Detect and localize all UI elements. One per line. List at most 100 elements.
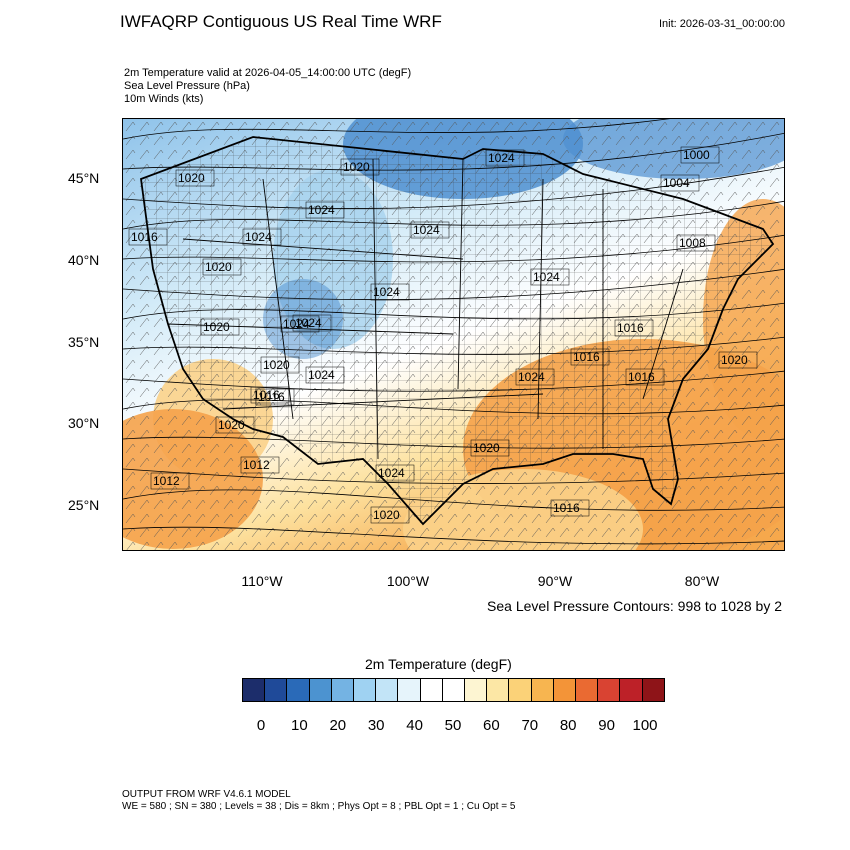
colorbar-swatch [376, 679, 399, 701]
isobar-label-text: 1016 [573, 350, 600, 364]
isobar-label: 1004 [660, 174, 700, 192]
colorbar-swatch [442, 679, 466, 701]
field-label-pressure: Sea Level Pressure (hPa) [124, 80, 250, 92]
isobar-label-text: 1024 [488, 151, 515, 165]
colorbar-swatch [576, 679, 599, 701]
isobar-label-text: 1020 [263, 358, 290, 372]
isobar-label-text: 1012 [153, 474, 180, 488]
isobar-lines [123, 119, 784, 545]
latitude-label: 30°N [68, 415, 100, 431]
isobar-label: 1020 [370, 506, 410, 524]
colorbar-title: 2m Temperature (degF) [365, 656, 512, 672]
colorbar-label: 50 [444, 717, 462, 734]
isobar-label-text: 1000 [683, 148, 710, 162]
colorbar-swatch [509, 679, 532, 701]
colorbar-label: 30 [367, 717, 385, 734]
colorbar-label: 0 [256, 717, 266, 734]
isobar-label: 1020 [215, 416, 255, 434]
colorbar-label: 20 [329, 717, 347, 734]
isobar-label: 1024 [305, 366, 345, 384]
isobar-label: 1016 [255, 388, 295, 406]
colorbar-swatch [642, 679, 664, 701]
contour-note: Sea Level Pressure Contours: 998 to 1028… [487, 598, 782, 614]
colorbar-swatch [531, 679, 554, 701]
colorbar-label: 40 [406, 717, 423, 734]
isobar-label: 1016 [250, 386, 290, 404]
colorbar-label: 80 [559, 717, 577, 734]
isobar-line [123, 302, 784, 320]
state-borders [167, 158, 684, 460]
isobar-label: 1020 [470, 439, 510, 457]
isobar-label-text: 1020 [205, 260, 232, 274]
isobar-label-text: 1024 [308, 368, 335, 382]
isobar-label-text: 1024 [295, 316, 322, 330]
latitude-label: 45°N [68, 170, 100, 186]
isobar-label-text: 1020 [343, 160, 370, 174]
isobar-label-text: 1020 [178, 171, 205, 185]
colorbar-swatch [465, 679, 488, 701]
isobar-label-text: 1016 [617, 321, 644, 335]
isobar-label: 1020 [340, 158, 380, 176]
isobar-label-text: 1024 [533, 270, 560, 284]
isobar-label-text: 1016 [553, 501, 580, 515]
longitude-label: 80°W [684, 573, 720, 589]
colorbar-swatch [620, 679, 643, 701]
isobar-label: 1016 [570, 348, 610, 366]
isobar-label-text: 1012 [243, 458, 270, 472]
isobar-label-text: 1016 [628, 370, 655, 384]
isobar-label: 1016 [625, 368, 665, 386]
isobar-line [123, 436, 784, 449]
isobar-label-text: 1024 [245, 230, 272, 244]
field-label-temperature: 2m Temperature valid at 2026-04-05_14:00… [124, 67, 412, 79]
latitude-label: 25°N [68, 497, 100, 513]
isobar-line [123, 132, 784, 171]
isobar-label-text: 1024 [283, 317, 310, 331]
isobar-line [123, 234, 784, 263]
footer-config: WE = 580 ; SN = 380 ; Levels = 38 ; Dis … [122, 801, 516, 812]
isobar-line [123, 399, 784, 415]
isobar-label: 1024 [485, 149, 525, 167]
isobar-label: 1020 [175, 169, 215, 187]
isobar-label: 1024 [242, 228, 282, 246]
isobar-label: 1024 [375, 464, 415, 482]
isobar-line [123, 268, 784, 301]
colorbar-label: 10 [291, 717, 308, 734]
isobar-label: 1024 [292, 314, 332, 332]
isobar-label-text: 1016 [258, 390, 285, 404]
isobar-line [123, 468, 784, 484]
colorbar-label: 60 [483, 717, 500, 734]
colorbar-swatch [287, 679, 310, 701]
isobar-label-text: 1020 [203, 320, 230, 334]
isobar-label: 1024 [280, 315, 320, 333]
isobar-line [123, 370, 784, 392]
isobar-label-text: 1024 [308, 203, 335, 217]
isobar-label-text: 1020 [721, 353, 748, 367]
isobar-label-text: 1024 [413, 223, 440, 237]
isobar-label-text: 1024 [518, 370, 545, 384]
isobar-label-text: 1008 [679, 236, 706, 250]
colorbar-label: 100 [632, 717, 658, 734]
isobar-label: 1008 [676, 234, 716, 252]
isobar-line [123, 119, 670, 140]
isobar-line [123, 336, 784, 355]
weather-map: 1020 1020 1024 1024 1000 1004 1008 1016 1024 1024… [122, 118, 785, 551]
conus-outline [140, 136, 775, 526]
latitude-label: 40°N [68, 252, 100, 268]
isobar-label-text: 1024 [373, 285, 400, 299]
latitude-label: 35°N [68, 334, 100, 350]
isobar-label: 1024 [370, 283, 410, 301]
isobar-label: 1012 [240, 456, 280, 474]
colorbar-swatch [331, 679, 355, 701]
isobar-label-text: 1020 [473, 441, 500, 455]
init-time: Init: 2026-03-31_00:00:00 [659, 18, 785, 30]
isobar-label-text: 1016 [253, 388, 280, 402]
isobar-label: 1020 [718, 351, 758, 369]
longitude-label: 110°W [241, 573, 283, 589]
isobar-label: 1012 [150, 472, 190, 490]
isobar-label: 1020 [260, 356, 300, 374]
isobar-label: 1000 [680, 146, 720, 164]
isobar-line [123, 166, 784, 209]
isobar-line [123, 200, 784, 230]
